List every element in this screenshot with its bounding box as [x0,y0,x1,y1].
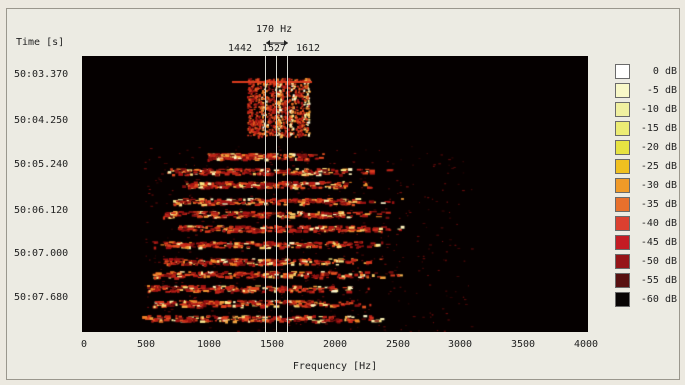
legend-swatch [615,273,630,288]
cursor-line-low[interactable] [265,56,266,332]
time-label: 50:04.250 [14,115,69,126]
legend-swatch [615,235,630,250]
marker-freq-low: 1442 [228,43,253,54]
time-label: 50:03.370 [14,69,69,80]
spectrogram-plot[interactable] [82,56,588,332]
legend-label: -35 dB [640,199,677,210]
legend-swatch [615,197,630,212]
legend-swatch [615,140,630,155]
legend-swatch [615,216,630,231]
legend-swatch [615,292,630,307]
bandwidth-label: 170 Hz [256,24,293,35]
legend-label: -20 dB [640,142,677,153]
time-axis-title: Time [s] [16,37,65,48]
legend-label: -25 dB [640,161,677,172]
legend-label: -50 dB [640,256,677,267]
legend-swatch [615,159,630,174]
freq-tick: 3000 [447,339,473,350]
freq-tick: 1500 [259,339,285,350]
legend-swatch [615,254,630,269]
legend-swatch [615,83,630,98]
legend-label: -60 dB [640,294,677,305]
time-label: 50:07.000 [14,248,69,259]
freq-tick: 0 [80,339,88,350]
legend-label: -10 dB [640,104,677,115]
legend-label: -40 dB [640,218,677,229]
time-label: 50:06.120 [14,205,69,216]
spectrogram-image [82,56,588,332]
legend-label: -45 dB [640,237,677,248]
freq-tick: 2500 [385,339,411,350]
frequency-axis-title: Frequency [Hz] [292,361,378,372]
freq-tick: 2000 [322,339,348,350]
legend-label: -30 dB [640,180,677,191]
legend-swatch [615,64,630,79]
legend-label: -55 dB [640,275,677,286]
freq-tick: 500 [136,339,156,350]
time-label: 50:05.240 [14,159,69,170]
freq-tick: 3500 [510,339,536,350]
legend-swatch [615,178,630,193]
legend-label: -15 dB [640,123,677,134]
legend-label: -5 dB [646,85,677,96]
marker-freq-center: 1527 [262,43,287,54]
legend-swatch [615,121,630,136]
legend-label: 0 dB [652,66,677,77]
cursor-line-center[interactable] [276,56,277,332]
cursor-line-high[interactable] [287,56,288,332]
freq-tick: 4000 [573,339,599,350]
double-arrow-icon [264,33,290,46]
freq-tick: 1000 [196,339,222,350]
marker-freq-high: 1612 [296,43,321,54]
time-label: 50:07.680 [14,292,69,303]
legend-swatch [615,102,630,117]
